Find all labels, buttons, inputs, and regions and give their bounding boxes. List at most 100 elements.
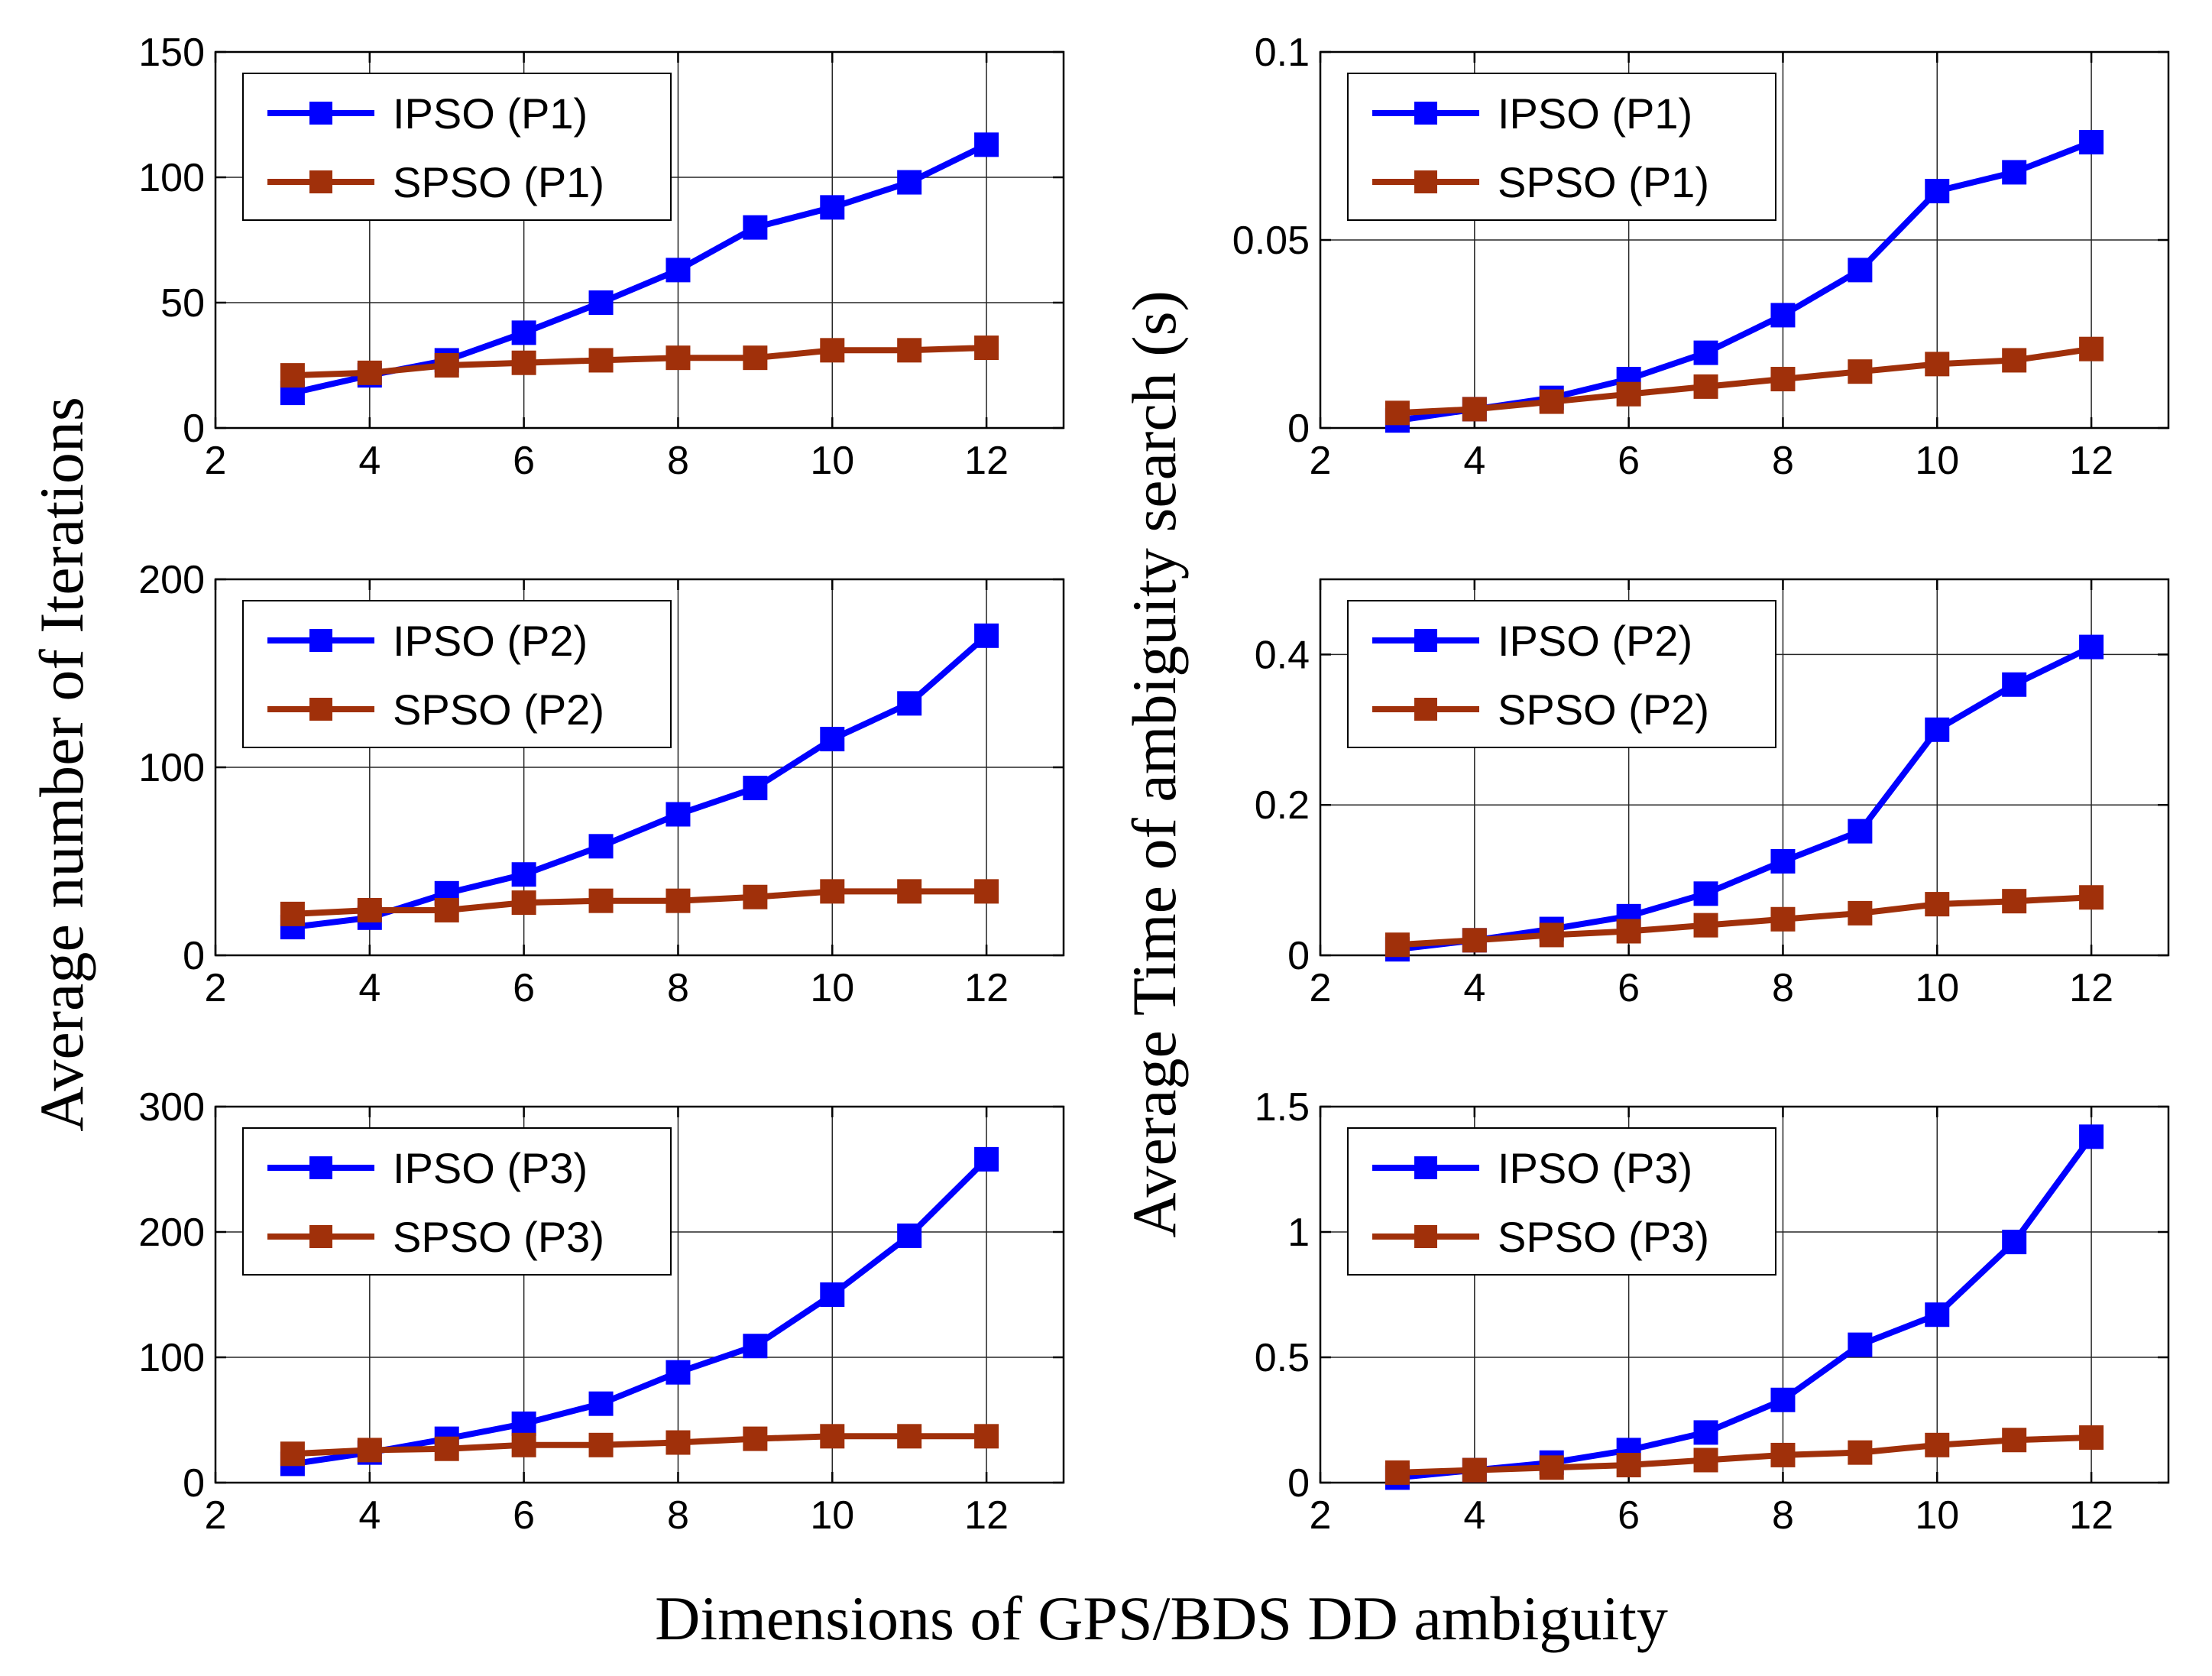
- y-tick-label: 0.4: [1255, 633, 1310, 677]
- series-line-spso: [292, 1433, 987, 1457]
- data-point-ipso: [820, 195, 845, 220]
- data-point-ipso: [2079, 130, 2104, 155]
- legend-label-spso: SPSO (P3): [1498, 1213, 1709, 1261]
- data-point-ipso: [588, 834, 614, 859]
- legend-marker-ipso: [309, 102, 332, 125]
- x-tick-label: 6: [513, 1493, 535, 1538]
- legend: IPSO (P1) SPSO (P1): [1347, 73, 1776, 221]
- x-tick-label: 12: [2069, 966, 2113, 1010]
- data-point-ipso: [666, 1360, 691, 1385]
- series-line-spso: [1397, 1434, 2092, 1476]
- data-point-ipso: [743, 1334, 768, 1359]
- data-point-ipso: [897, 1223, 922, 1248]
- x-tick-label: 6: [513, 966, 535, 1010]
- legend-box: [1347, 73, 1776, 221]
- data-point-spso: [511, 890, 536, 916]
- x-tick-label: 12: [964, 1493, 1009, 1538]
- chart-time-P1: 2 4 6 8 10 12 0 0.05 0.1 IPSO (P1) SPSO (P1): [1232, 31, 2170, 483]
- y-tick-label: 0: [1287, 1461, 1310, 1506]
- x-tick-label: 2: [205, 966, 227, 1010]
- legend-marker-ipso: [309, 1156, 332, 1179]
- y-axis-title-left: Average number of Iterations: [27, 397, 96, 1132]
- data-point-spso: [280, 1441, 305, 1467]
- x-tick-label: 8: [1772, 1493, 1794, 1538]
- y-tick-label: 0: [183, 934, 205, 978]
- data-point-spso: [743, 345, 768, 371]
- data-point-spso: [1770, 906, 1796, 932]
- x-tick-label: 4: [1463, 439, 1485, 483]
- data-point-spso: [280, 363, 305, 388]
- data-point-ipso: [1770, 1387, 1796, 1412]
- y-tick-label: 150: [138, 31, 205, 75]
- x-tick-label: 12: [2069, 1493, 2113, 1538]
- data-point-ipso: [1925, 1302, 1950, 1328]
- data-point-ipso: [511, 320, 536, 345]
- data-point-spso: [1770, 1442, 1796, 1467]
- data-point-spso: [2079, 1425, 2104, 1450]
- y-tick-label: 50: [160, 281, 205, 326]
- legend-marker-spso: [1414, 170, 1437, 193]
- legend-label-ipso: IPSO (P1): [1498, 89, 1692, 138]
- data-point-ipso: [1693, 1420, 1718, 1445]
- series-line-ipso: [292, 1157, 989, 1467]
- data-point-ipso: [588, 1391, 614, 1416]
- x-tick-label: 10: [1915, 966, 1959, 1010]
- data-point-spso: [743, 1426, 768, 1451]
- data-point-spso: [511, 1432, 536, 1457]
- x-tick-label: 8: [667, 1493, 689, 1538]
- legend-marker-ipso: [309, 629, 332, 652]
- data-point-spso: [1925, 352, 1950, 377]
- data-point-ipso: [511, 1411, 536, 1436]
- legend-marker-spso: [309, 170, 332, 193]
- y-tick-label: 0: [183, 1461, 205, 1506]
- legend-box: [242, 600, 672, 748]
- data-point-spso: [357, 1438, 382, 1463]
- series-line-spso: [1397, 345, 2092, 417]
- x-tick-label: 4: [358, 439, 381, 483]
- data-point-spso: [1616, 381, 1641, 407]
- data-point-spso: [1848, 1440, 1873, 1465]
- legend-marker-spso: [1414, 1225, 1437, 1248]
- y-tick-label: 100: [138, 1336, 205, 1380]
- data-point-spso: [666, 888, 691, 913]
- y-axis-title-right: Average Time of ambiguity search (s): [1119, 290, 1189, 1238]
- x-tick-label: 10: [810, 439, 854, 483]
- data-point-spso: [1616, 919, 1641, 944]
- y-tick-label: 0.5: [1255, 1336, 1310, 1380]
- x-tick-label: 12: [964, 966, 1009, 1010]
- data-point-spso: [1462, 928, 1487, 953]
- axes-frame: [214, 50, 1065, 430]
- data-point-spso: [1848, 359, 1873, 384]
- legend-box: [242, 73, 672, 221]
- data-point-ipso: [1848, 1332, 1873, 1357]
- legend: IPSO (P3) SPSO (P3): [242, 1127, 672, 1276]
- data-point-ipso: [1925, 717, 1950, 742]
- y-tick-label: 300: [138, 1085, 205, 1130]
- x-tick-label: 12: [2069, 439, 2113, 483]
- y-tick-label: 200: [138, 558, 205, 602]
- series-line-spso: [292, 888, 987, 917]
- data-point-spso: [2079, 336, 2104, 361]
- data-point-spso: [434, 1436, 459, 1461]
- y-tick-label: 200: [138, 1211, 205, 1255]
- y-tick-label: 0: [1287, 407, 1310, 451]
- legend-marker-spso: [309, 698, 332, 721]
- data-point-spso: [1462, 1457, 1487, 1483]
- x-tick-label: 12: [964, 439, 1009, 483]
- x-tick-label: 2: [1310, 966, 1332, 1010]
- axes-frame: [214, 1105, 1065, 1484]
- data-point-spso: [897, 879, 922, 904]
- legend-box: [1347, 1127, 1776, 1276]
- x-tick-label: 10: [1915, 439, 1959, 483]
- data-point-spso: [1385, 1460, 1410, 1485]
- data-point-ipso: [897, 170, 922, 195]
- x-tick-label: 8: [667, 966, 689, 1010]
- data-point-spso: [1770, 367, 1796, 392]
- x-tick-label: 2: [1310, 439, 1332, 483]
- legend-marker-ipso: [1414, 102, 1437, 125]
- legend-label-spso: SPSO (P1): [1498, 158, 1709, 206]
- data-point-spso: [1693, 1447, 1718, 1473]
- data-point-spso: [1539, 1455, 1564, 1480]
- series-line-spso: [292, 345, 987, 379]
